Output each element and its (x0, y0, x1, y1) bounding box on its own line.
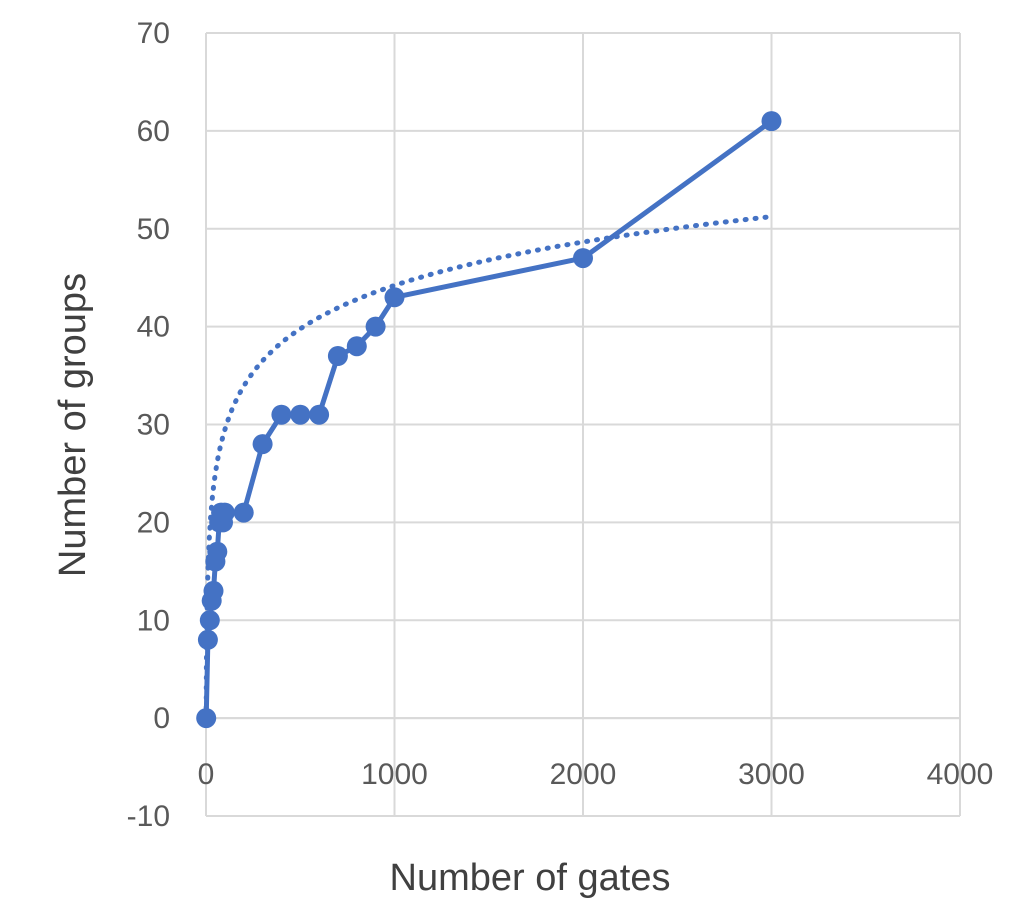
y-tick-label: 50 (137, 213, 170, 246)
y-tick-label: -10 (127, 800, 170, 833)
y-axis-title: Number of groups (52, 273, 94, 577)
data-point (199, 610, 220, 631)
trendline (203, 214, 774, 721)
y-tick-label: 20 (137, 506, 170, 539)
data-point (197, 629, 218, 650)
x-tick-label: 1000 (361, 758, 428, 791)
data-point (761, 111, 782, 132)
trendline-curve (203, 214, 774, 721)
data-point (346, 336, 367, 357)
y-tick-label: 60 (137, 115, 170, 148)
data-point (365, 316, 386, 337)
y-tick-label: 0 (153, 702, 170, 735)
data-point (290, 404, 311, 425)
data-point (214, 502, 235, 523)
x-axis-title: Number of gates (390, 857, 671, 899)
data-point (207, 541, 228, 562)
data-point (271, 404, 292, 425)
data-point (309, 404, 330, 425)
data-point (203, 580, 224, 601)
tick-labels: -10 0 10 20 30 40 50 60 70 0 1000 2000 3000 4000 (127, 17, 994, 833)
series-line (203, 119, 773, 719)
data-point (384, 287, 405, 308)
x-tick-label: 0 (198, 758, 215, 791)
x-tick-label: 4000 (927, 758, 994, 791)
data-point (573, 248, 593, 269)
data-point (196, 708, 217, 729)
x-tick-label: 2000 (550, 758, 617, 791)
y-tick-label: 30 (137, 409, 170, 442)
data-point (252, 434, 273, 455)
data-series (196, 111, 782, 729)
y-tick-label: 70 (137, 17, 170, 50)
y-tick-label: 40 (137, 311, 170, 344)
x-tick-label: 3000 (738, 758, 805, 791)
gridlines (205, 32, 961, 817)
data-point (327, 346, 348, 366)
data-point (233, 502, 254, 523)
y-tick-label: 10 (137, 604, 170, 637)
